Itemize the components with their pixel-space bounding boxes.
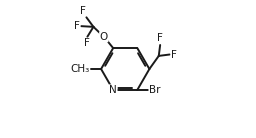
Text: F: F <box>157 34 163 43</box>
Text: F: F <box>171 50 177 59</box>
Text: O: O <box>100 32 108 42</box>
Text: F: F <box>80 6 86 16</box>
Text: F: F <box>84 38 90 48</box>
Text: F: F <box>74 21 80 31</box>
Text: Br: Br <box>149 85 161 95</box>
Text: N: N <box>109 85 117 95</box>
Text: CH₃: CH₃ <box>70 64 89 74</box>
